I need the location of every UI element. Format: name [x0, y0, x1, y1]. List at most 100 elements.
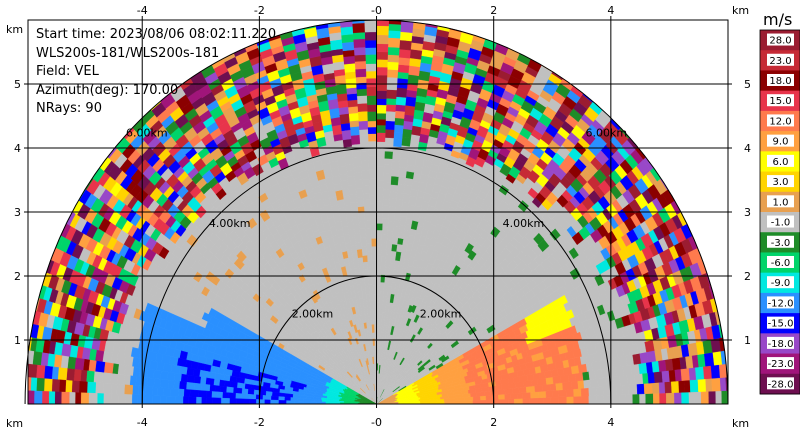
range-gate	[367, 120, 377, 128]
range-gate	[721, 390, 728, 404]
y-tick-label-left: 5	[14, 78, 21, 91]
range-gate	[394, 110, 405, 119]
range-gate	[385, 247, 392, 256]
range-gate	[387, 61, 399, 71]
range-gate	[380, 256, 387, 266]
range-gate	[80, 392, 89, 404]
range-gate	[378, 321, 383, 328]
colorbar-tick-label: -15.0	[768, 319, 794, 330]
range-gate	[193, 382, 202, 391]
range-gate	[345, 87, 357, 95]
range-gate	[376, 43, 389, 53]
range-gate	[651, 382, 660, 394]
range-gate	[249, 394, 257, 400]
colorbar-tick-label: 9.0	[773, 137, 789, 148]
range-gate	[86, 370, 95, 383]
range-gate	[35, 364, 46, 379]
range-gate	[366, 86, 377, 96]
range-gate	[129, 375, 137, 386]
range-gate	[241, 388, 249, 395]
range-gate	[353, 46, 366, 56]
range-gate	[529, 397, 538, 404]
colorbar-tick-label: 12.0	[769, 116, 791, 127]
range-gate	[397, 175, 406, 186]
range-gate	[376, 124, 386, 133]
range-gate	[384, 137, 394, 145]
range-gate	[43, 365, 53, 380]
range-gate	[376, 104, 387, 114]
range-gate	[345, 77, 357, 89]
range-gate	[700, 391, 710, 404]
range-gate	[212, 397, 222, 404]
range-gate	[372, 293, 377, 302]
range-gate	[633, 373, 644, 385]
range-gate	[393, 124, 404, 134]
range-gate	[388, 23, 402, 32]
range-gate	[57, 367, 68, 381]
range-gate	[551, 389, 559, 398]
range-gate	[349, 193, 358, 204]
range-gate	[514, 398, 524, 404]
range-gate	[399, 31, 413, 42]
range-gate	[570, 380, 579, 390]
range-gate	[340, 122, 351, 132]
range-gate	[647, 371, 656, 384]
range-gate	[395, 87, 408, 98]
y-tick-label-right: 5	[744, 78, 751, 91]
range-gate	[152, 395, 161, 404]
range-gate	[370, 216, 377, 225]
range-gate	[236, 398, 245, 404]
range-gate	[626, 374, 636, 386]
range-gate	[588, 395, 597, 404]
range-gate	[189, 389, 199, 398]
range-gate	[574, 372, 584, 382]
range-gate	[393, 132, 403, 140]
range-gate	[157, 387, 164, 397]
range-gate	[517, 392, 524, 399]
range-gate	[376, 59, 388, 68]
range-gate	[187, 374, 196, 384]
range-gate	[214, 385, 221, 393]
range-gate	[54, 391, 62, 404]
range-gate	[354, 54, 366, 62]
range-gate	[711, 377, 721, 392]
site-text: WLS200s-181/WLS200s-181	[36, 45, 220, 61]
range-ring-label: 6.00km	[585, 126, 627, 139]
range-gate	[378, 314, 383, 323]
range-gate	[398, 48, 411, 59]
range-gate	[118, 393, 126, 404]
range-gate	[580, 387, 590, 397]
range-gate	[347, 106, 359, 114]
range-gate	[146, 368, 155, 379]
range-gate	[94, 360, 106, 373]
range-gate	[173, 380, 180, 390]
range-gate	[391, 160, 401, 171]
range-gate	[376, 253, 382, 263]
range-gate	[678, 380, 685, 393]
range-gate	[558, 389, 567, 398]
range-gate	[232, 387, 243, 394]
range-gate	[357, 102, 368, 112]
range-gate	[409, 133, 421, 146]
range-gate	[562, 381, 572, 390]
range-gate	[376, 284, 381, 295]
range-gate	[264, 399, 271, 404]
range-gate	[619, 394, 627, 404]
range-gate	[397, 231, 405, 240]
range-gate	[270, 395, 279, 401]
range-gate	[401, 136, 411, 147]
range-gate	[95, 382, 104, 394]
range-gate	[86, 381, 97, 394]
range-gate	[195, 396, 202, 404]
range-gate	[659, 392, 667, 404]
range-gate	[371, 238, 377, 247]
range-gate	[131, 394, 138, 404]
range-ring-label: 2.00km	[420, 307, 462, 320]
range-gate	[265, 391, 273, 397]
range-gate	[376, 180, 384, 188]
range-gate	[376, 187, 384, 195]
range-gate	[290, 397, 298, 402]
range-gate	[367, 266, 373, 276]
range-gate	[366, 111, 377, 122]
range-gate	[396, 77, 409, 89]
